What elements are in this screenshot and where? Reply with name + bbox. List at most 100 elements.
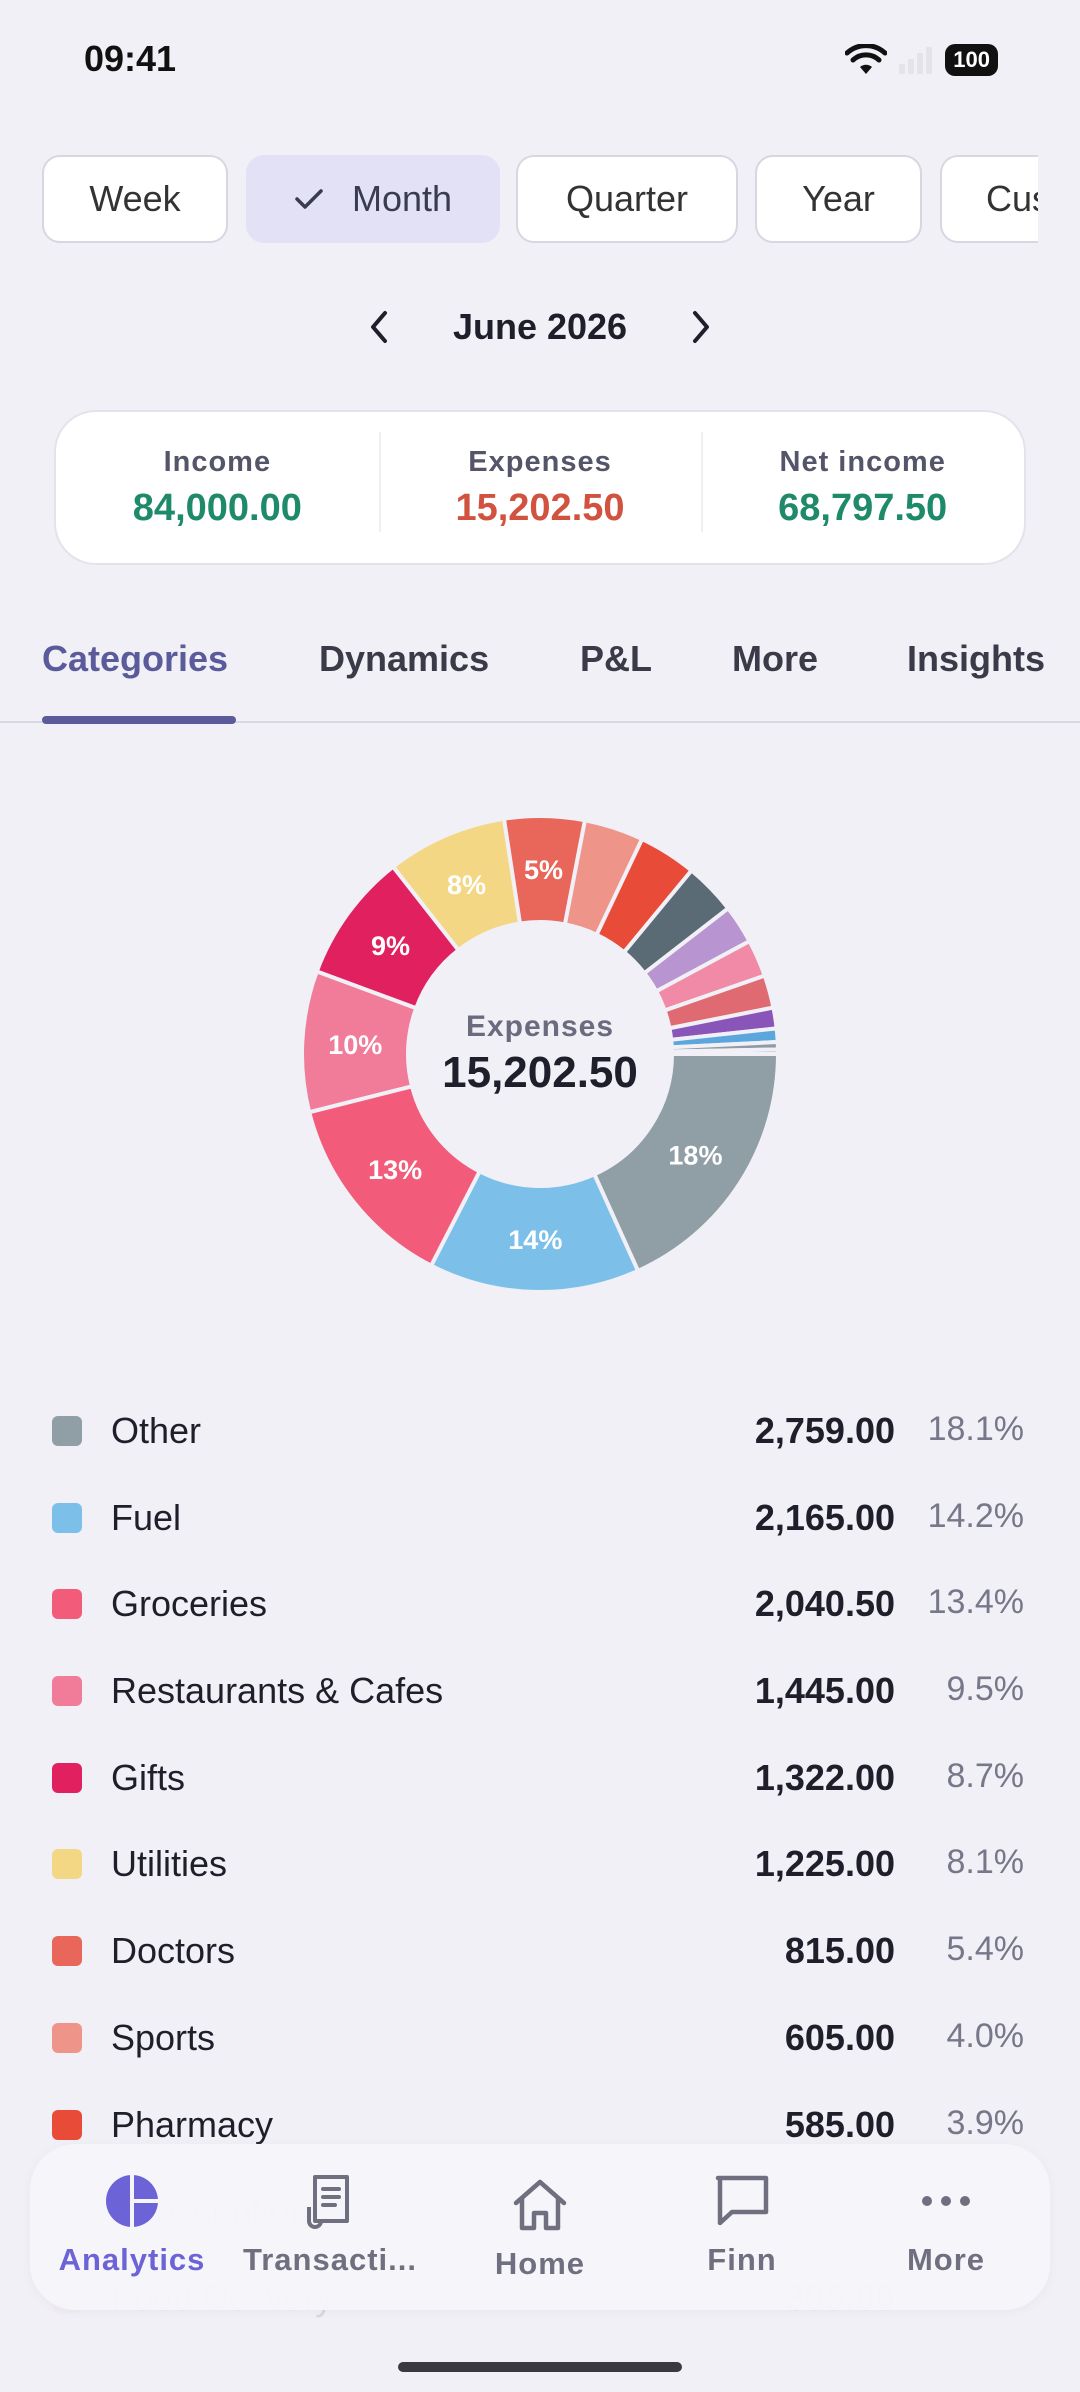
legend-category-name: Utilities: [111, 1843, 228, 1885]
slice-label: 14%: [508, 1225, 562, 1255]
slice-label: 8%: [447, 870, 486, 900]
legend-row[interactable]: Restaurants & Cafes 1,445.00 9.5%: [0, 1660, 1080, 1747]
slice-label: 10%: [328, 1030, 382, 1060]
nav-finn[interactable]: Finn: [642, 2170, 842, 2278]
legend-amount: 585.00: [784, 2103, 895, 2145]
income-value: 84,000.00: [132, 486, 302, 529]
legend-category-name: Groceries: [111, 1583, 268, 1625]
legend-percent: 9.5%: [946, 1670, 1025, 1709]
net-income-summary: Net income 68,797.50: [701, 431, 1024, 532]
chat-icon: [642, 2170, 842, 2232]
analytics-tabs: Categories Dynamics P&L More Insights: [0, 620, 1080, 724]
chip-week[interactable]: Week: [42, 155, 228, 243]
expenses-donut-chart: 18% 14% 13% 10% 9% 8% 5% Expenses 15,202.50: [298, 812, 782, 1296]
chip-label: Week: [89, 178, 181, 219]
next-month-button[interactable]: [681, 307, 721, 347]
signal-icon: [899, 47, 933, 74]
slice-label: 9%: [371, 931, 410, 961]
expenses-value: 15,202.50: [455, 486, 625, 529]
expenses-label: Expenses: [468, 445, 612, 478]
chevron-right-icon: [693, 311, 710, 343]
legend-category-name: Fuel: [111, 1496, 182, 1538]
donut-slice[interactable]: [669, 1047, 781, 1056]
legend-amount: 2,165.00: [754, 1496, 895, 1538]
income-label: Income: [163, 445, 272, 478]
tab-more[interactable]: More: [732, 638, 819, 679]
nav-label: Transacti...: [243, 2242, 417, 2277]
chip-custom[interactable]: Custom: [940, 155, 1038, 243]
chip-year[interactable]: Year: [755, 155, 922, 243]
nav-transactions[interactable]: Transacti...: [230, 2170, 430, 2278]
legend-amount: 2,759.00: [754, 1410, 895, 1451]
donut-slice[interactable]: [591, 1052, 781, 1274]
legend-row[interactable]: Fuel 2,165.00 14.2%: [0, 1487, 1080, 1574]
chip-month[interactable]: Month: [246, 155, 500, 243]
legend-category-name: Pharmacy: [111, 2103, 274, 2145]
nav-more[interactable]: More: [846, 2170, 1046, 2278]
legend-swatch: [52, 1416, 82, 1446]
chip-quarter[interactable]: Quarter: [516, 155, 738, 243]
summary-card: Income 84,000.00 Expenses 15,202.50 Net …: [54, 410, 1026, 565]
legend-percent: 5.4%: [946, 1930, 1025, 1969]
tab-insights[interactable]: Insights: [907, 638, 1046, 679]
legend-row[interactable]: Utilities 1,225.00 8.1%: [0, 1833, 1080, 1920]
legend-row[interactable]: Pharmacy 585.00 3.9%: [0, 2094, 1080, 2181]
wifi-icon: [845, 44, 888, 74]
donut-center-label: Expenses: [465, 1010, 615, 1043]
legend-percent: 4.0%: [946, 2016, 1025, 2055]
nav-label: Home: [494, 2246, 586, 2281]
legend-swatch: [52, 1849, 82, 1880]
chip-label: Custom: [986, 178, 1038, 219]
chip-label: Month: [351, 178, 453, 219]
nav-home[interactable]: Home: [440, 2174, 640, 2282]
chip-label: Year: [802, 178, 875, 219]
battery-icon: 100: [945, 44, 998, 76]
income-summary: Income 84,000.00: [56, 446, 379, 530]
legend-swatch: [52, 1762, 82, 1793]
legend-row[interactable]: Groceries 2,040.50 13.4%: [0, 1573, 1080, 1660]
legend-category-name: Sports: [111, 2016, 216, 2058]
legend-swatch: [52, 2109, 82, 2140]
legend-category-name: Restaurants & Cafes: [111, 1670, 444, 1712]
slice-label: 5%: [524, 855, 563, 885]
donut-center-value: 15,202.50: [442, 1048, 638, 1097]
tab-pl[interactable]: P&L: [580, 638, 652, 679]
legend-amount: 605.00: [784, 2016, 895, 2058]
home-icon: [440, 2174, 640, 2236]
legend-swatch: [52, 1936, 82, 1967]
analytics-icon: [32, 2170, 232, 2232]
legend-row[interactable]: Other 2,759.00 18.1%: [0, 1400, 1080, 1487]
legend-category-name: Other: [111, 1410, 202, 1451]
legend-percent: 8.7%: [946, 1756, 1025, 1795]
prev-month-button[interactable]: [359, 307, 399, 347]
legend-percent: 3.9%: [946, 2103, 1025, 2142]
legend-amount: 1,445.00: [754, 1670, 895, 1712]
legend-category-name: Gifts: [111, 1756, 186, 1798]
legend-percent: 14.2%: [927, 1496, 1024, 1535]
legend-amount: 2,040.50: [754, 1583, 895, 1625]
legend-swatch: [52, 1676, 82, 1707]
bottom-nav: Analytics Transacti... Home Finn: [30, 2144, 1050, 2310]
chip-label: Quarter: [565, 178, 689, 219]
legend-row[interactable]: Doctors 815.00 5.4%: [0, 1920, 1080, 2007]
donut-svg: 18% 14% 13% 10% 9% 8% 5%: [300, 814, 781, 1294]
legend-percent: 18.1%: [927, 1410, 1024, 1448]
donut-center: Expenses 15,202.50: [298, 812, 782, 1296]
status-time: 09:41: [84, 38, 177, 79]
chevron-left-icon: [370, 311, 387, 343]
status-icons: 100: [845, 44, 998, 76]
more-dots-icon: [846, 2170, 1046, 2232]
legend-amount: 815.00: [784, 1930, 895, 1972]
tab-dynamics[interactable]: Dynamics: [319, 638, 490, 679]
tab-indicator: [42, 716, 236, 724]
legend-swatch: [52, 2022, 82, 2053]
net-income-label: Net income: [779, 445, 946, 478]
legend-amount: 1,322.00: [754, 1756, 895, 1798]
nav-label: Finn: [707, 2242, 777, 2277]
nav-analytics[interactable]: Analytics: [32, 2170, 232, 2278]
legend-swatch: [52, 1502, 82, 1533]
legend-row[interactable]: Gifts 1,322.00 8.7%: [0, 1747, 1080, 1834]
legend-row[interactable]: Sports 605.00 4.0%: [0, 2007, 1080, 2094]
slice-label: 18%: [668, 1140, 722, 1170]
tab-categories[interactable]: Categories: [42, 638, 229, 679]
